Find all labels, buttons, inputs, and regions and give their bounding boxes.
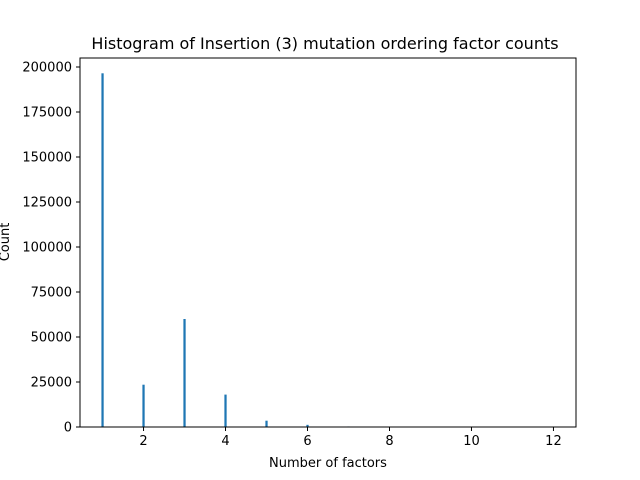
- y-tick-label: 125000: [22, 196, 72, 211]
- plot-frame: [79, 57, 577, 428]
- x-tick-label: 10: [463, 434, 480, 449]
- y-tick-label: 175000: [22, 106, 72, 121]
- histogram-bar: [101, 73, 104, 428]
- y-tick-label: 0: [64, 421, 72, 436]
- histogram-bar: [142, 384, 145, 427]
- y-tick-label: 150000: [22, 151, 72, 166]
- chart-title: Histogram of Insertion (3) mutation orde…: [91, 34, 558, 53]
- histogram-bar: [183, 319, 186, 427]
- x-tick-label: 4: [221, 434, 229, 449]
- histogram-bar: [224, 394, 227, 427]
- y-axis-label: Count: [0, 223, 13, 262]
- ticks-layer: 2 4 6 8 10 12 0 25000 50000 75000 100000 125000 1500…: [22, 61, 561, 450]
- x-axis-label: Number of factors: [269, 456, 387, 471]
- x-tick-label: 6: [303, 434, 311, 449]
- y-tick-label: 50000: [31, 331, 72, 346]
- y-tick-label: 25000: [31, 376, 72, 391]
- histogram-bar: [265, 420, 268, 427]
- axes-layer: [79, 57, 577, 428]
- histogram-bar: [306, 424, 309, 427]
- y-tick-label: 200000: [22, 61, 72, 76]
- x-tick-label: 2: [139, 434, 147, 449]
- x-tick-label: 12: [545, 434, 562, 449]
- y-tick-label: 100000: [22, 241, 72, 256]
- x-tick-label: 8: [385, 434, 393, 449]
- y-tick-label: 75000: [31, 286, 72, 301]
